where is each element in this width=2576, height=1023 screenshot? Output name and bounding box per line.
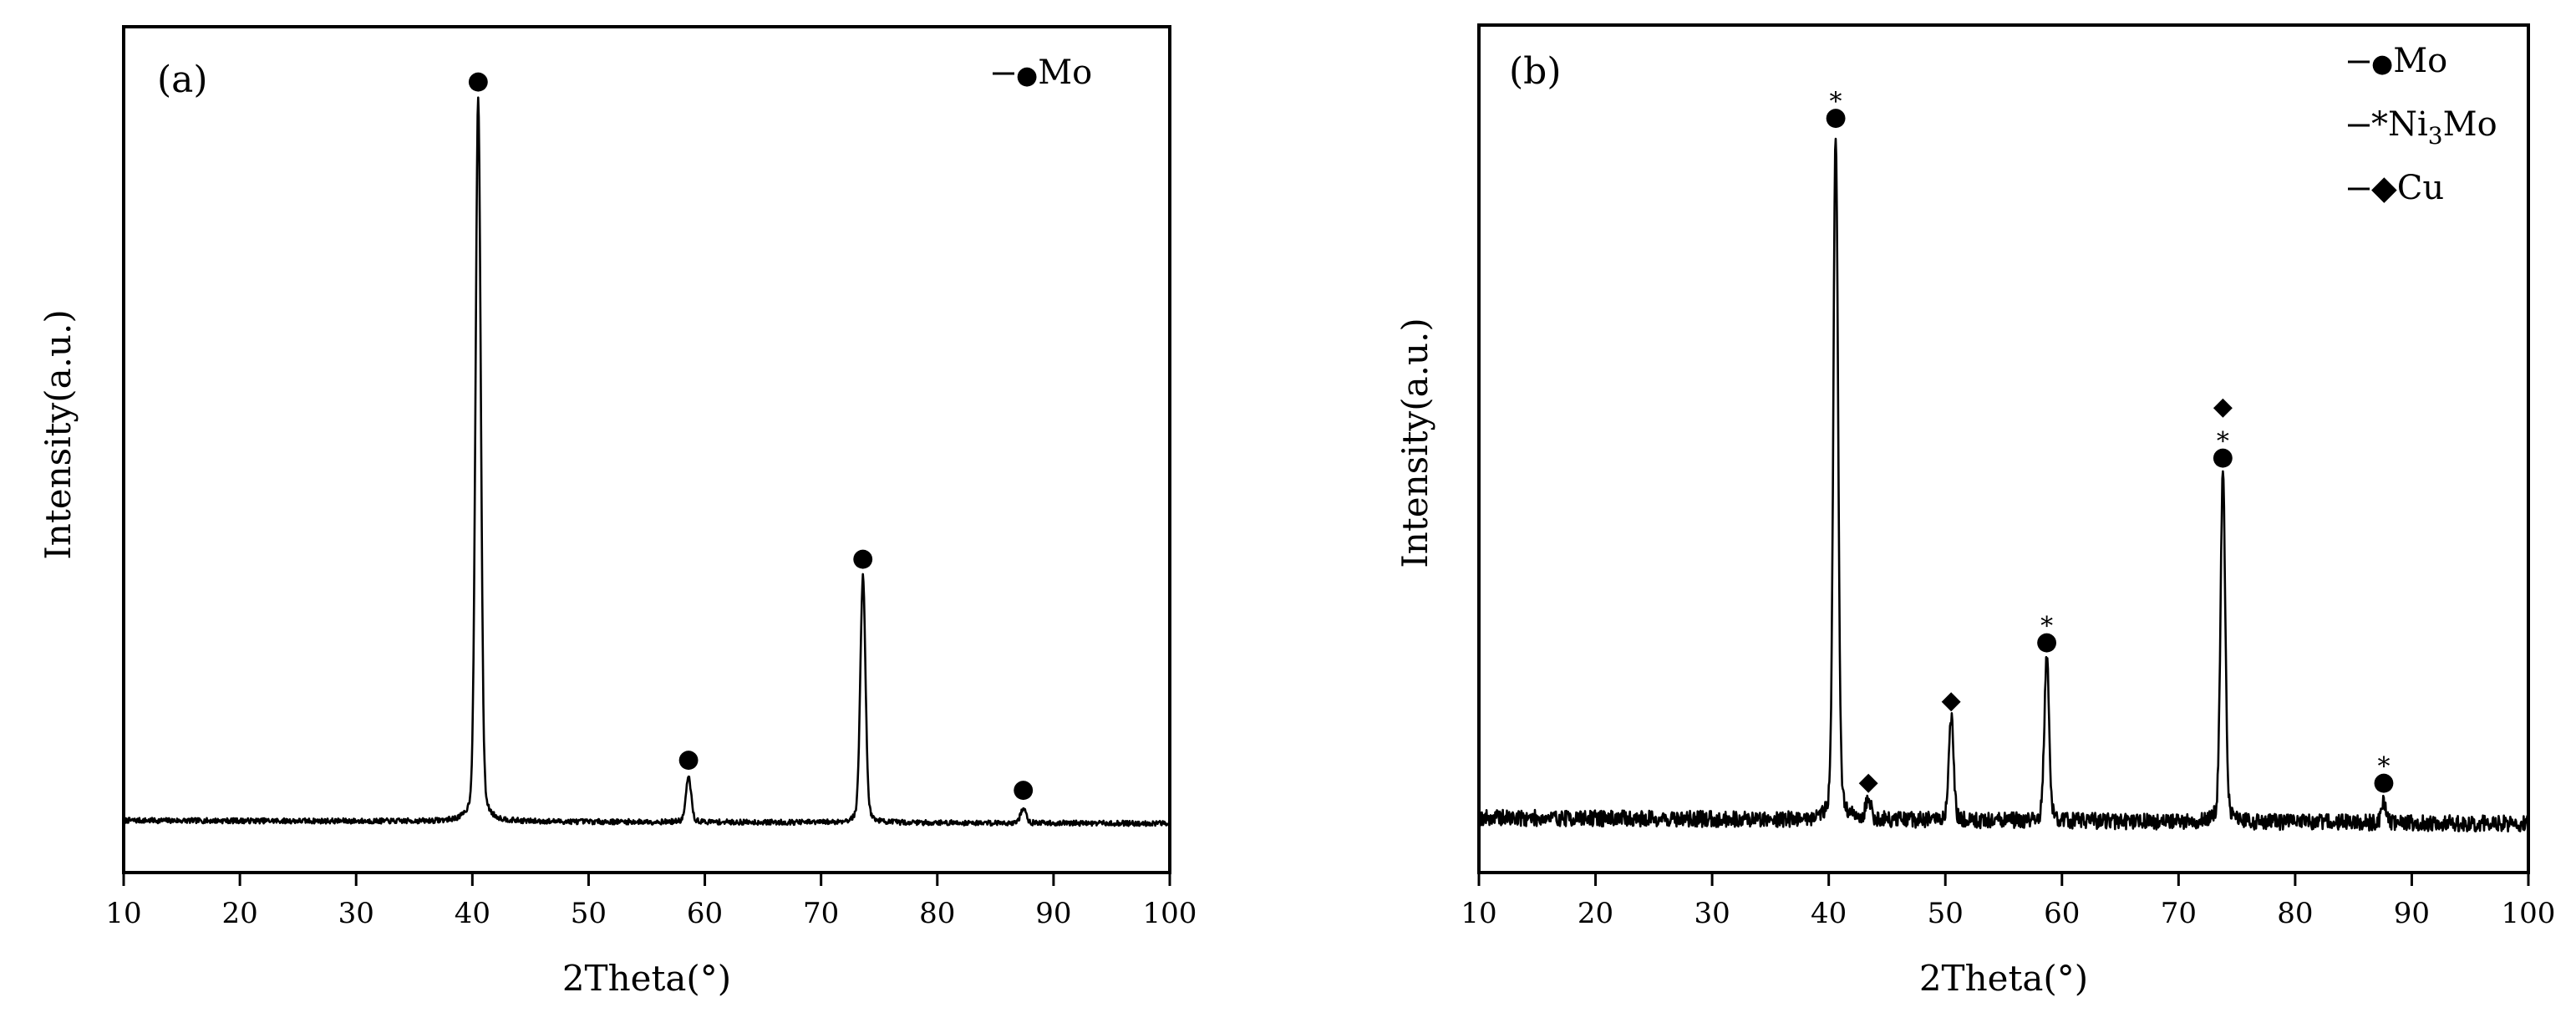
legend-item-b-1: *Ni3Mo: [2371, 105, 2497, 150]
x-tick-labels-b: 10 20 30 40 50 60 70 80 90 100: [1461, 897, 2555, 930]
x-tick-label-b-6: 70: [2161, 897, 2197, 930]
x-tick-label-b-4: 50: [1928, 897, 1964, 930]
panel-label-a: (a): [157, 59, 208, 101]
x-tick-label-b-2: 30: [1694, 897, 1730, 930]
x-tick-label-b-9: 100: [2502, 897, 2556, 930]
peak-marker-b-3-1: *: [2040, 612, 2053, 641]
peak-marker-b-5-1: *: [2377, 752, 2390, 781]
legend-b: ●Mo *Ni3Mo ◆Cu: [2348, 42, 2497, 207]
x-tick-label-b-1: 20: [1578, 897, 1613, 930]
y-axis-label-b: Intensity(a.u.): [1395, 318, 1435, 568]
x-tick-label-a-7: 80: [919, 897, 955, 930]
peak-marker-b-0-0: ●: [1825, 102, 1847, 131]
x-tick-label-a-5: 60: [687, 897, 723, 930]
x-tick-label-a-6: 70: [803, 897, 839, 930]
peak-marker-a-2-0: ●: [852, 543, 874, 573]
x-tick-label-b-0: 10: [1461, 897, 1496, 930]
peak-marker-b-4-0: ●: [2212, 442, 2233, 471]
x-tick-label-b-7: 80: [2277, 897, 2313, 930]
plot-frame-a: [122, 25, 1171, 874]
peak-marker-b-0-1: *: [1830, 87, 1842, 116]
x-tick-label-a-9: 100: [1143, 897, 1197, 930]
peak-marker-b-5-0: ●: [2373, 767, 2395, 797]
y-axis-label-a: Intensity(a.u.): [38, 309, 79, 560]
chart-panel-a: 10 20 30 40 50 60 70 80 90 100 ● ● ● ● (a) ●Mo 2Thet…: [38, 25, 1197, 999]
x-tick-label-b-5: 60: [2044, 897, 2080, 930]
x-tick-label-a-2: 30: [338, 897, 374, 930]
x-tick-label-a-1: 20: [221, 897, 257, 930]
peak-marker-a-0-0: ●: [467, 66, 489, 95]
peak-marker-b-1-0: ◆: [1859, 767, 1878, 797]
x-tick-label-a-8: 90: [1035, 897, 1071, 930]
legend-item-b-0: ●Mo: [2371, 42, 2447, 80]
x-axis-label-a: 2Theta(°): [562, 958, 731, 999]
peak-markers-a: ● ● ● ●: [467, 66, 1034, 803]
chart-panel-b: 10 20 30 40 50 60 70 80 90 100 ●*◆◆●*●*◆●* (b) ●M…: [1395, 23, 2555, 999]
panel-label-b: (b): [1509, 50, 1562, 93]
peak-marker-b-4-1: *: [2217, 427, 2229, 456]
peak-marker-b-3-0: ●: [2036, 627, 2058, 656]
legend-a: ●Mo: [993, 53, 1092, 92]
xrd-trace-a: [122, 96, 1171, 827]
x-axis-label-b: 2Theta(°): [1919, 958, 2088, 999]
peak-marker-a-3-0: ●: [1013, 774, 1034, 803]
legend-item-b-2: ◆Cu: [2371, 169, 2444, 207]
x-tick-label-a-3: 40: [455, 897, 490, 930]
x-tick-label-b-8: 90: [2394, 897, 2430, 930]
x-tick-label-a-4: 50: [571, 897, 607, 930]
x-ticks-b: [1477, 873, 2530, 886]
legend-item-a-0: ●Mo: [1016, 53, 1092, 92]
peak-markers-b: ●*◆◆●*●*◆●*: [1825, 87, 2395, 797]
x-tick-label-a-0: 10: [105, 897, 141, 930]
xrd-trace-b: [1477, 137, 2530, 833]
peak-marker-b-4-2: ◆: [2213, 392, 2233, 421]
plot-frame-b: [1477, 23, 2530, 874]
x-tick-label-b-3: 40: [1811, 897, 1847, 930]
peak-marker-b-2-0: ◆: [1942, 686, 1961, 715]
x-tick-labels-a: 10 20 30 40 50 60 70 80 90 100: [105, 897, 1197, 930]
x-ticks-a: [122, 873, 1171, 886]
peak-marker-a-1-0: ●: [678, 745, 699, 774]
